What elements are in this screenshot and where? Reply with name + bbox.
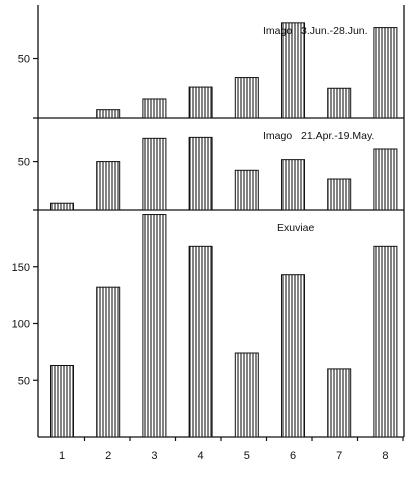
bar-panel-1-cat-4 (188, 86, 213, 119)
bar-panel-1-cat-8 (373, 27, 398, 119)
bar-panel-1-cat-5 (234, 77, 259, 119)
panel-label-1: Imago (263, 25, 292, 37)
x-tick-label-4: 4 (198, 450, 204, 462)
bar-panel-3-cat-6 (281, 274, 305, 438)
panel-date-range-2: 21.Apr.-19.May. (301, 130, 374, 142)
bar-panel-2-cat-8 (373, 148, 398, 211)
bar-panel-3-cat-5 (234, 352, 259, 438)
bar-panel-1-cat-2 (96, 109, 121, 119)
panel-label-3: Exuviae (277, 222, 315, 234)
y-tick-label-panel-3: 150 (12, 262, 30, 274)
bar-panel-1-cat-7 (327, 87, 352, 119)
x-tick-label-2: 2 (105, 450, 111, 462)
panel-date-range-1: 3.Jun.-28.Jun. (301, 25, 368, 37)
bar-panel-3-cat-3 (142, 214, 167, 438)
x-tick-label-6: 6 (290, 450, 296, 462)
bar-panel-1-cat-6 (281, 22, 305, 119)
bar-panel-3-cat-1 (50, 364, 74, 438)
y-tick-label-panel-3: 50 (18, 375, 30, 387)
y-tick-label-panel-3: 100 (12, 319, 30, 331)
bar-panel-3-cat-8 (373, 245, 398, 438)
bar-panel-1-cat-3 (142, 98, 167, 119)
bar-panel-3-cat-2 (96, 286, 121, 438)
bar-panel-2-cat-4 (188, 136, 213, 211)
x-tick-label-8: 8 (382, 450, 388, 462)
bar-panel-2-cat-7 (327, 178, 352, 211)
x-tick-label-1: 1 (59, 450, 65, 462)
bar-panel-2-cat-6 (281, 159, 305, 211)
panel-label-2: Imago (263, 130, 292, 142)
bar-panel-3-cat-4 (188, 245, 213, 438)
bar-panel-3-cat-7 (327, 368, 352, 438)
x-tick-label-3: 3 (151, 450, 157, 462)
x-tick-label-5: 5 (244, 450, 250, 462)
bar-panel-2-cat-2 (96, 161, 121, 211)
bar-panel-2-cat-3 (142, 137, 167, 211)
y-tick-label-panel-1: 50 (18, 54, 30, 66)
bar-panel-2-cat-5 (234, 169, 259, 211)
x-tick-label-7: 7 (336, 450, 342, 462)
bar-panel-2-cat-1 (50, 202, 74, 211)
y-tick-label-panel-2: 50 (18, 157, 30, 169)
